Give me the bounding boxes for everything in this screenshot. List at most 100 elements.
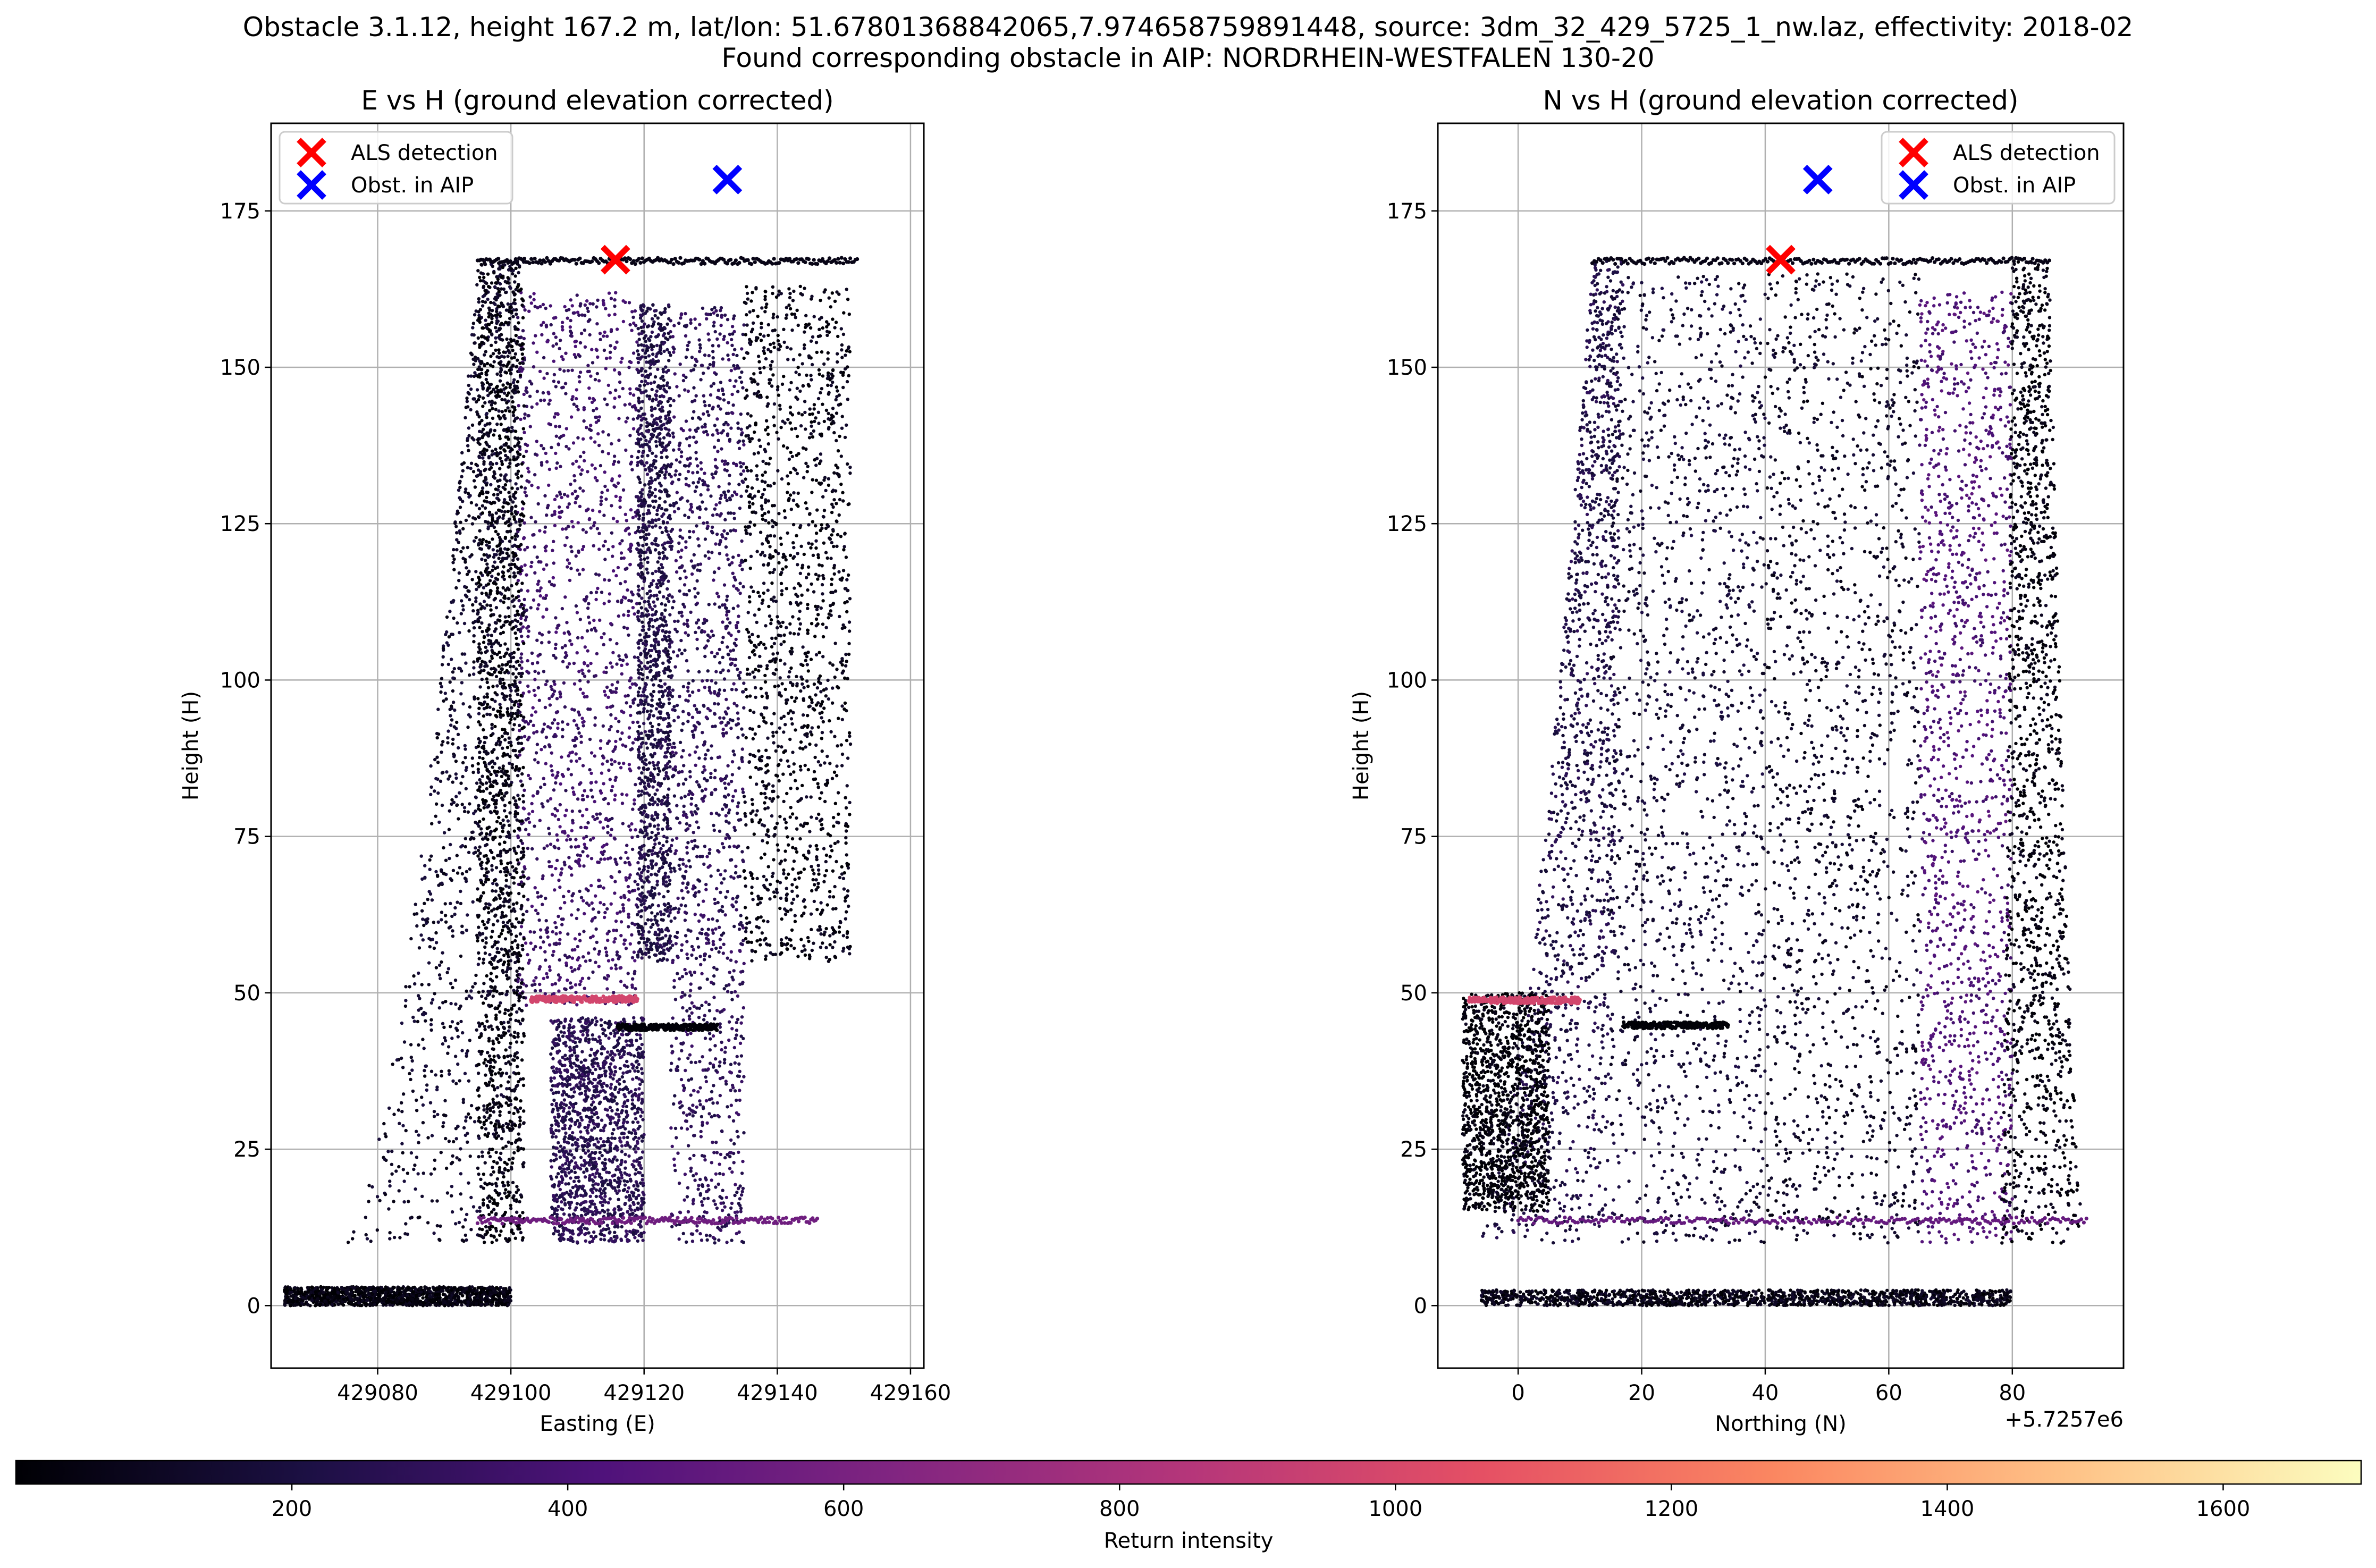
left-cloud-point	[482, 553, 486, 557]
left-cloud-point	[533, 693, 537, 697]
left-cloud-point	[570, 829, 574, 832]
left-cloud-point	[505, 951, 509, 955]
left-cloud-point	[557, 846, 561, 850]
left-cloud-point	[582, 955, 585, 959]
left-cloud-point	[445, 971, 449, 974]
left-cloud-point	[502, 681, 506, 686]
left-cloud-point	[491, 881, 495, 886]
left-cloud-point	[664, 365, 668, 369]
left-cloud-point	[509, 302, 513, 307]
left-cloud-point	[488, 462, 492, 466]
left-cloud-point	[484, 936, 488, 940]
left-cloud-point	[500, 825, 504, 829]
left-cloud-point	[510, 395, 514, 399]
left-cloud-point	[484, 781, 488, 785]
left-cloud-point	[516, 845, 520, 849]
left-cloud-point	[498, 896, 502, 900]
left-cloud-point	[633, 655, 637, 659]
left-cloud-point	[521, 765, 525, 770]
left-cloud-point	[495, 810, 499, 814]
left-cloud-point	[484, 569, 487, 573]
left-cloud-point	[465, 997, 468, 1000]
left-cloud-point	[611, 517, 616, 520]
left-cloud-point	[639, 558, 643, 562]
left-cloud-point	[509, 567, 513, 570]
left-cloud-point	[485, 842, 489, 847]
left-cloud-point	[569, 759, 573, 763]
left-cloud-point	[473, 397, 476, 401]
left-cloud-point	[481, 384, 484, 387]
left-cloud-point	[408, 1072, 411, 1076]
left-cloud-point	[487, 456, 491, 460]
left-cloud-point	[649, 742, 653, 746]
left-cloud-point	[503, 809, 507, 813]
left-cloud-point	[543, 494, 547, 498]
left-cloud-point	[594, 780, 598, 784]
left-cloud-point	[468, 673, 471, 677]
left-cloud-point	[580, 976, 585, 981]
left-cloud-point	[580, 668, 584, 672]
left-cloud-point	[492, 879, 496, 883]
left-cloud-point	[466, 466, 470, 470]
left-cloud-point	[569, 773, 574, 777]
left-cloud-point	[454, 1082, 458, 1085]
left-cloud-point	[504, 1237, 508, 1241]
left-cloud-point	[491, 407, 494, 410]
left-cloud-point	[397, 1189, 401, 1193]
left-cloud-point	[655, 389, 659, 393]
left-cloud-point	[494, 1229, 498, 1233]
left-cloud-point	[613, 298, 617, 302]
left-cloud-point	[637, 745, 642, 749]
left-cloud-point	[552, 316, 556, 320]
left-cloud-point	[564, 351, 568, 355]
left-cloud-point	[494, 1017, 498, 1021]
left-cloud-point	[542, 940, 545, 944]
left-cloud-point	[518, 985, 523, 989]
left-cloud-point	[591, 508, 595, 512]
left-cloud-point	[627, 532, 631, 536]
left-cloud-point	[516, 973, 519, 977]
left-cloud-point	[646, 571, 650, 575]
left-cloud-point	[448, 610, 452, 613]
left-cloud-point	[502, 1212, 507, 1216]
left-cloud-point	[484, 836, 487, 840]
left-cloud-point	[507, 831, 510, 835]
left-cloud-point	[627, 726, 631, 730]
left-cloud-point	[488, 780, 492, 783]
left-cloud-point	[521, 1017, 525, 1021]
left-cloud-point	[456, 1035, 460, 1039]
left-cloud-point	[517, 966, 521, 970]
left-cloud-point	[621, 659, 625, 662]
left-cloud-point	[509, 1207, 513, 1210]
left-cloud-point	[621, 909, 626, 913]
left-cloud-point	[518, 547, 522, 552]
left-cloud-point	[483, 499, 486, 503]
left-cloud-point	[468, 1039, 471, 1042]
left-cloud-point	[578, 939, 582, 942]
left-cloud-point	[494, 714, 498, 718]
left-cloud-point	[597, 949, 602, 954]
left-cloud-point	[472, 438, 476, 442]
left-cloud-point	[484, 1073, 487, 1077]
left-cloud-point	[505, 977, 509, 981]
left-cloud-point	[484, 377, 488, 382]
left-cloud-point	[595, 479, 599, 483]
left-cloud-point	[626, 627, 629, 630]
left-cloud-point	[460, 931, 464, 934]
left-cloud-point	[566, 505, 570, 509]
left-cloud-point	[516, 647, 520, 651]
left-cloud-point	[513, 1031, 517, 1034]
left-cloud-point	[459, 1172, 463, 1176]
left-cloud-point	[578, 756, 582, 761]
left-cloud-point	[397, 1165, 401, 1169]
left-cloud-point	[496, 390, 500, 394]
left-cloud-point	[478, 685, 482, 689]
left-cloud-point	[482, 1123, 486, 1126]
left-cloud-point	[399, 1056, 403, 1060]
left-cloud-point	[495, 653, 499, 656]
left-cloud-point	[592, 398, 596, 402]
left-cloud-point	[513, 298, 517, 302]
left-cloud-point	[551, 953, 555, 957]
left-cloud-point	[503, 804, 507, 807]
left-cloud-point	[499, 389, 503, 393]
